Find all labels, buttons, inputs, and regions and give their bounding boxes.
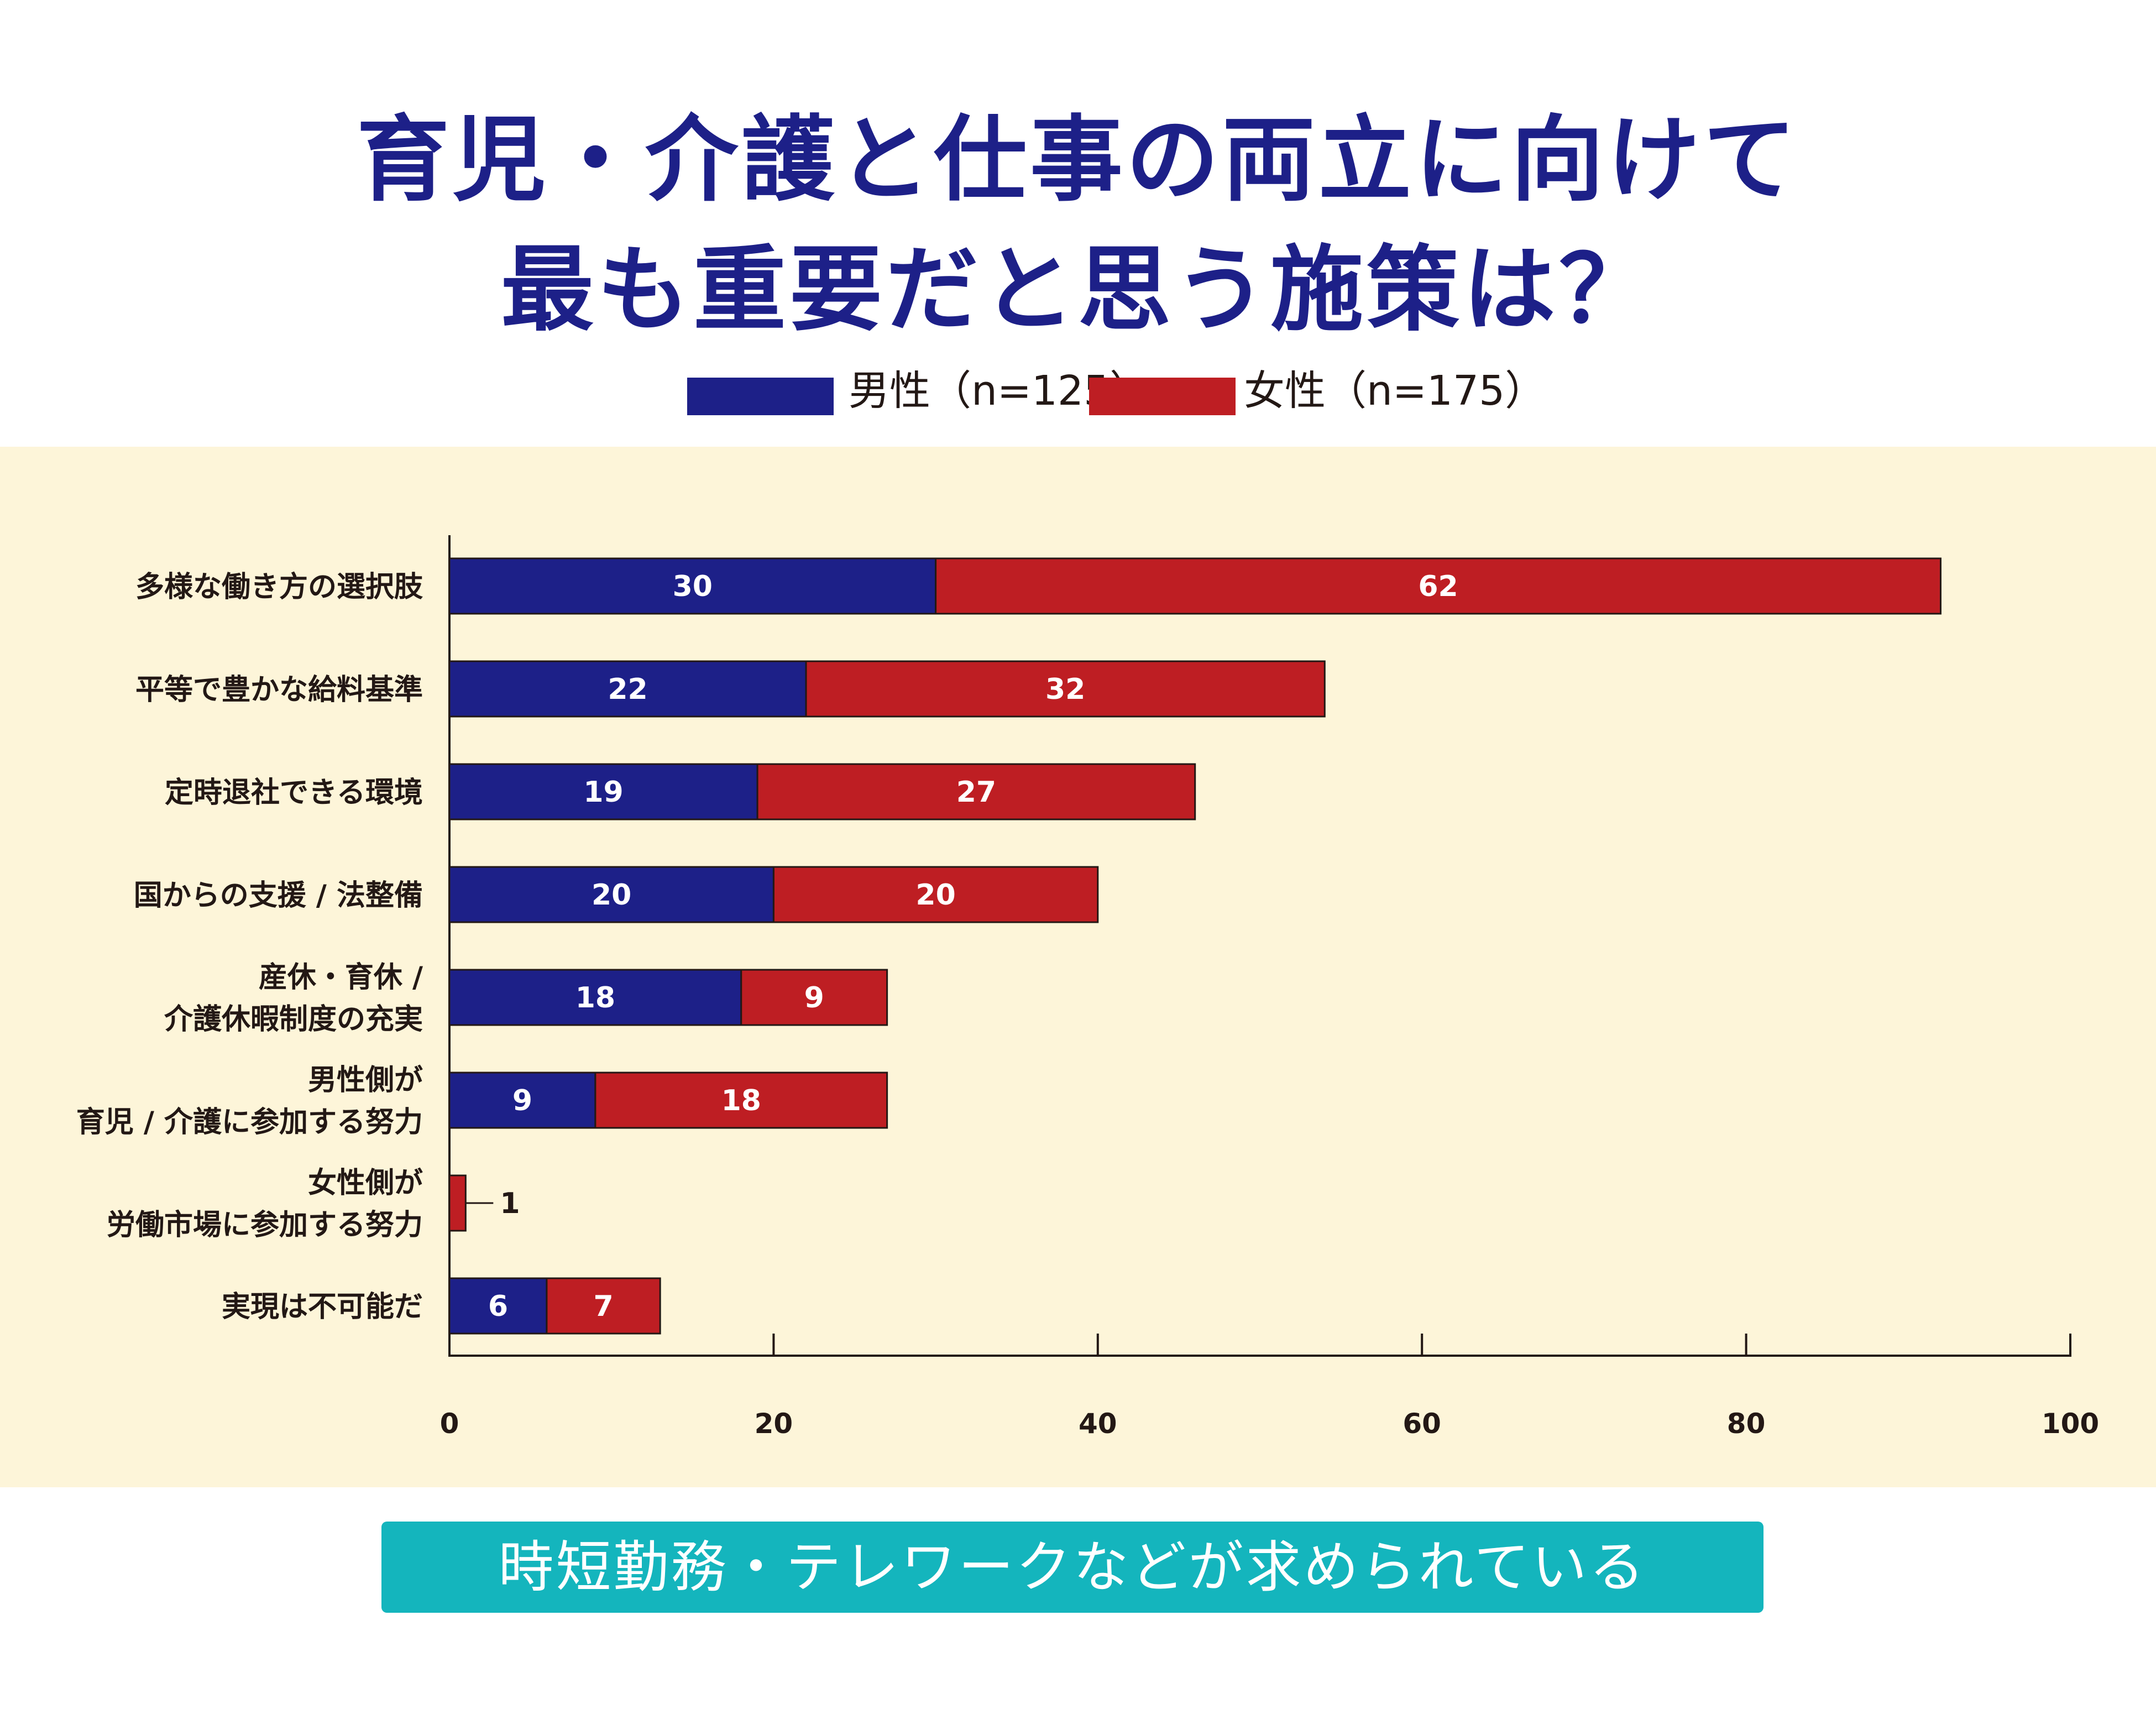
x-tick-label-1: 20 [755,1408,793,1440]
data-label-female-3: 20 [915,879,955,912]
x-tick-label-4: 80 [1727,1408,1766,1440]
category-label-6-line0: 女性側が [308,1167,423,1200]
category-label-5-line1: 育児 / 介護に参加する努力 [76,1106,423,1139]
category-label-1: 平等で豊かな給料基準 [135,673,423,707]
bar-male-3 [448,866,775,923]
legend-label-female: 女性（n=175） [1244,367,1546,415]
bar-male-1 [448,660,807,718]
plot-background [0,447,2156,1487]
bar-male-2 [448,763,758,820]
x-tick-label-3: 60 [1403,1408,1441,1440]
data-label-male-1: 22 [608,673,647,706]
bar-female-3 [772,866,1099,923]
data-label-male-4: 18 [575,981,615,1015]
category-label-4-line1: 介護休暇制度の充実 [164,1003,423,1036]
summary-banner: 時短勤務・テレワークなどが求められている [381,1522,1763,1613]
data-label-female-2: 27 [956,776,996,809]
bar-male-5 [448,1071,596,1129]
bar-male-4 [448,969,742,1026]
x-tick-label-5: 100 [2042,1408,2099,1440]
data-label-female-5: 18 [721,1084,761,1117]
category-label-6-line1: 労働市場に参加する努力 [107,1209,423,1242]
chart-title-line2: 最も重要だと思う施策は？ [501,236,1655,344]
bar-female-6 [448,1174,467,1232]
data-label-male-5: 9 [512,1084,532,1117]
x-tick-label-0: 0 [440,1408,459,1440]
bar-female-7 [546,1277,661,1335]
data-label-female-6: 1 [500,1187,520,1220]
data-label-male-2: 19 [583,776,623,809]
data-label-female-7: 7 [593,1290,613,1323]
data-label-male-0: 30 [673,570,713,603]
legend-swatch-female [1089,378,1236,415]
x-tick-label-2: 40 [1079,1408,1117,1440]
category-label-4-line0: 産休・育休 / [259,961,423,994]
bar-female-1 [805,660,1326,718]
bar-male-7 [448,1277,548,1335]
bar-female-2 [756,763,1196,820]
category-label-2: 定時退社できる環境 [165,776,423,809]
data-label-female-0: 62 [1418,570,1458,603]
category-label-0: 多様な働き方の選択肢 [135,571,423,604]
data-label-female-4: 9 [804,981,824,1015]
data-label-female-1: 32 [1045,673,1085,706]
bar-female-5 [594,1071,888,1129]
chart-title-line1: 育児・介護と仕事の両立に向けて [357,106,1799,214]
bar-female-4 [740,969,888,1026]
data-label-male-3: 20 [592,879,631,912]
category-label-7: 実現は不可能だ [222,1290,423,1324]
data-label-male-7: 6 [488,1290,508,1323]
bar-female-0 [935,557,1942,615]
category-label-5-line0: 男性側が [308,1064,423,1097]
legend-swatch-male [687,378,834,415]
category-label-3: 国からの支援 / 法整備 [134,879,423,912]
